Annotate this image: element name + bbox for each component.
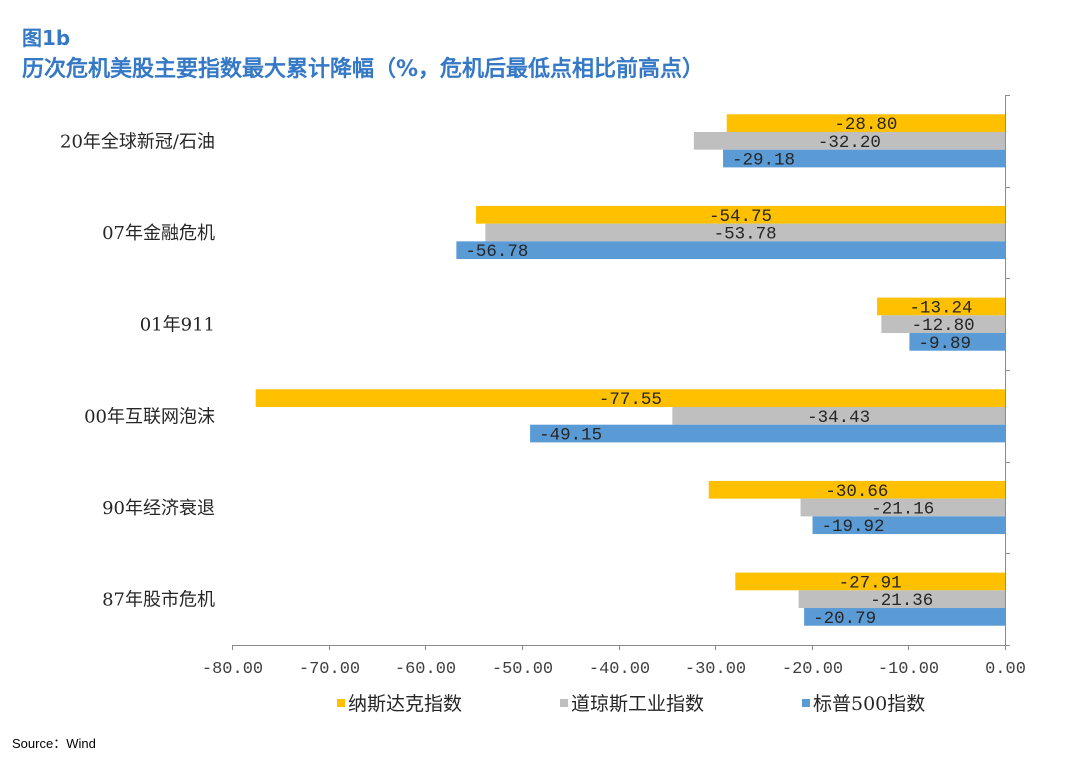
sp500-data-label: -29.18 xyxy=(732,151,795,171)
x-tick-label: -60.00 xyxy=(395,660,456,679)
dow-jones-bar xyxy=(672,406,1005,425)
sp500-data-label: -9.89 xyxy=(918,334,971,354)
x-tick-label: -10.00 xyxy=(878,660,939,679)
sp500-bar xyxy=(456,241,1005,260)
figure-label: 图1b xyxy=(22,26,71,50)
source-note: Source：Wind xyxy=(12,736,96,751)
sp500-data-label: -49.15 xyxy=(539,426,602,446)
category-label: 90年经济衰退 xyxy=(102,498,215,519)
category-labels: 20年全球新冠/石油 07年金融危机 01年911 00年互联网泡沫 90年经济衰退 87… xyxy=(60,131,215,610)
legend-item-nasdaq: 纳斯达克指数 xyxy=(337,693,462,715)
dow-jones-data-label: -21.36 xyxy=(870,591,933,611)
nasdaq-bar xyxy=(877,297,1005,316)
legend-swatch-nasdaq xyxy=(337,699,345,707)
sp500-bar xyxy=(723,149,1005,168)
legend: 纳斯达克指数 道琼斯工业指数 标普500指数 xyxy=(337,693,925,715)
category-label: 87年股市危机 xyxy=(102,590,215,611)
category-label: 07年金融危机 xyxy=(102,223,215,244)
nasdaq-bar xyxy=(475,205,1005,224)
nasdaq-data-label: -30.66 xyxy=(825,482,888,502)
nasdaq-data-label: -54.75 xyxy=(709,207,772,227)
category-label: 00年互联网泡沫 xyxy=(84,406,215,427)
legend-item-dow-jones: 道琼斯工业指数 xyxy=(560,693,704,715)
dow-jones-data-label: -12.80 xyxy=(912,316,975,336)
x-tick-label: -20.00 xyxy=(782,660,843,679)
category-label: 01年911 xyxy=(140,315,215,336)
x-tick-label: -80.00 xyxy=(202,660,263,679)
legend-label-dow-jones: 道琼斯工业指数 xyxy=(571,693,704,715)
sp500-bar xyxy=(530,424,1005,443)
x-tick-label: -50.00 xyxy=(492,660,553,679)
chart-title: 历次危机美股主要指数最大累计降幅（%，危机后最低点相比前高点） xyxy=(22,57,705,82)
dow-jones-data-label: -21.16 xyxy=(871,500,934,520)
sp500-bar xyxy=(804,608,1005,626)
dow-jones-bar xyxy=(881,315,1005,334)
x-tick-label: -30.00 xyxy=(685,660,746,679)
dow-jones-data-label: -34.43 xyxy=(807,408,870,428)
nasdaq-data-label: -28.80 xyxy=(834,115,897,135)
nasdaq-data-label: -13.24 xyxy=(910,298,973,318)
dow-jones-data-label: -32.20 xyxy=(818,133,881,153)
sp500-data-label: -20.79 xyxy=(813,609,876,629)
dow-jones-bar xyxy=(693,131,1005,150)
sp500-bar xyxy=(812,516,1005,535)
sp500-bar xyxy=(909,333,1005,351)
legend-label-sp500: 标普500指数 xyxy=(813,693,925,715)
legend-label-nasdaq: 纳斯达克指数 xyxy=(348,693,462,715)
bars-layer xyxy=(255,114,1006,626)
dow-jones-bar xyxy=(798,590,1005,609)
nasdaq-bar xyxy=(735,572,1005,591)
nasdaq-bar xyxy=(255,389,1006,407)
sp500-data-label: -19.92 xyxy=(822,517,885,537)
data-labels: -28.80-32.20 -29.18 -54.75-53.78 -56.78 -13.… xyxy=(465,115,974,629)
dow-jones-data-label: -53.78 xyxy=(714,225,777,245)
x-tick-label: -70.00 xyxy=(299,660,360,679)
nasdaq-data-label: -27.91 xyxy=(839,573,902,593)
x-tick-labels: -80.00 -70.00 -60.00 -50.00 -40.00 -30.00 -20.… xyxy=(202,660,1026,679)
category-label: 20年全球新冠/石油 xyxy=(60,131,215,152)
legend-swatch-sp500 xyxy=(802,699,810,707)
sp500-data-label: -56.78 xyxy=(465,242,528,262)
axes-layer xyxy=(232,95,1010,650)
dow-jones-bar xyxy=(800,498,1005,517)
legend-swatch-dow-jones xyxy=(560,699,568,707)
dow-jones-bar xyxy=(485,223,1006,242)
nasdaq-bar xyxy=(726,114,1005,132)
x-tick-label: -40.00 xyxy=(589,660,650,679)
legend-item-sp500: 标普500指数 xyxy=(802,693,925,715)
x-tick-label: 0.00 xyxy=(985,660,1026,679)
nasdaq-bar xyxy=(708,480,1005,499)
nasdaq-data-label: -77.55 xyxy=(599,390,662,410)
